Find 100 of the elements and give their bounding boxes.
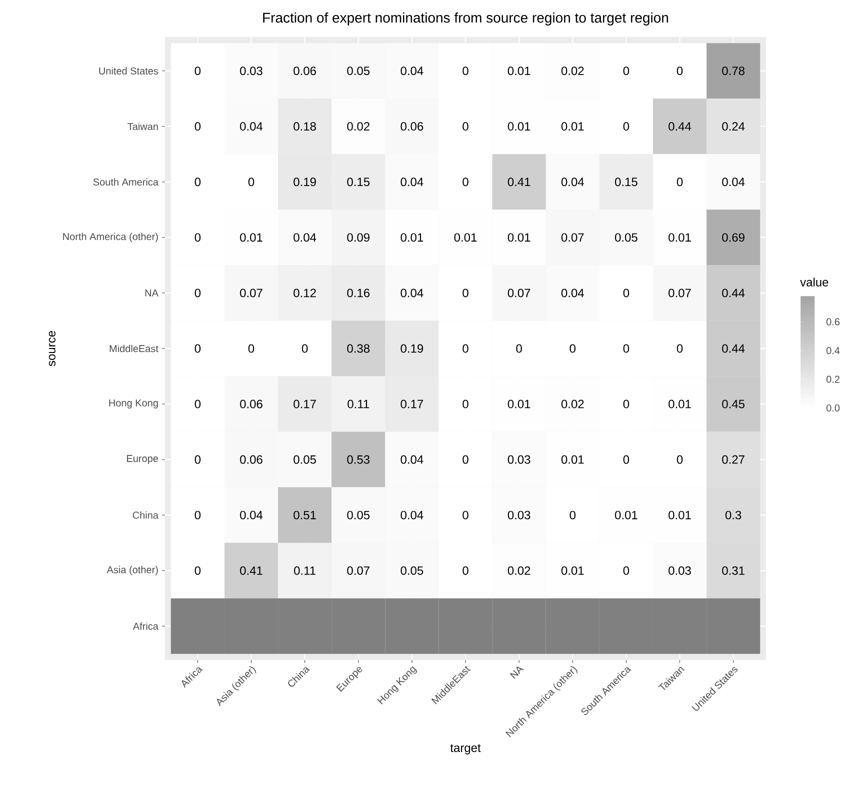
data-label: 0.12 [294,288,316,298]
data-label: 0 [194,400,201,408]
data-label: 0.06 [294,66,316,76]
data-label: 0 [623,400,630,408]
data-label: 0.04 [561,288,584,298]
data-label: 0 [623,566,630,575]
data-label: 0.06 [400,122,424,131]
data-label: 0.31 [722,566,744,575]
data-label: 0.07 [668,288,691,298]
data-label: 0.44 [722,288,745,298]
data-label: 0.3 [725,510,742,520]
data-label: 0 [462,66,468,76]
color-bar-label: 0.4 [826,347,840,354]
data-label: 0.04 [400,455,424,464]
data-label: 0.15 [347,178,370,186]
color-bar-label: 0.6 [826,318,840,326]
data-label: 0.04 [400,178,424,186]
data-label: 0 [676,455,683,464]
data-label: 0.01 [561,455,584,464]
y-tick-label: Asia (other) [106,566,158,576]
data-label: 0 [462,288,468,298]
x-tick-label: NA [510,666,524,679]
data-label: 0 [516,344,522,353]
data-label: 0 [623,288,630,298]
data-label: 0.05 [347,66,370,76]
data-label: 0.01 [508,122,530,131]
data-label: 0 [623,122,630,131]
color-bar-label: 0.0 [826,404,840,412]
data-label: 0.01 [561,122,584,131]
data-label: 0 [194,233,201,242]
data-label: 0.04 [294,233,316,242]
y-tick-label: NA [145,290,158,296]
data-label: 0.01 [454,233,477,242]
data-label: 0 [194,66,201,76]
data-label: 0.07 [347,566,370,575]
data-label: 0.01 [508,233,530,242]
data-label: 0 [462,566,468,575]
data-label: 0.05 [294,455,316,464]
data-label: 0.17 [294,400,316,408]
y-tick-label: China [132,511,158,519]
data-label: 0.04 [240,122,263,131]
data-label: 0.11 [294,566,316,575]
data-label: 0.09 [347,233,370,242]
data-label: 0 [462,344,468,353]
data-label: 0.03 [508,510,530,520]
data-label: 0 [623,455,630,464]
data-label: 0.38 [347,344,370,353]
data-label: 0 [194,178,201,186]
data-label: 0.01 [508,66,530,76]
data-label: 0.18 [294,122,316,131]
data-label: 0 [194,455,201,464]
data-label: 0 [676,178,683,186]
data-label: 0 [194,510,201,520]
y-tick-label: North America (other) [63,232,158,242]
data-label: 0.15 [614,178,638,186]
data-label: 0.03 [668,566,691,575]
chart-title: Fraction of expert nominations from source region to target region [263,12,668,26]
y-tick-label: Hong Kong [109,400,158,408]
data-label: 0.27 [722,455,744,464]
data-label: 0.16 [347,288,370,298]
data-label: 0.17 [400,400,424,408]
data-label: 0.05 [400,566,424,575]
y-tick-label: MiddleEast [110,344,158,352]
y-tick-label: United States [99,67,158,75]
data-label: 0 [194,344,201,353]
y-tick-label: Taiwan [128,122,158,130]
data-label: 0.07 [561,233,584,242]
data-label: 0.44 [668,122,692,131]
data-label: 0.06 [240,400,262,408]
data-label: 0.41 [508,178,530,186]
data-label: 0 [194,288,201,298]
data-label: 0 [302,344,308,353]
data-label: 0.02 [561,66,584,76]
data-label: 0.01 [668,510,691,520]
y-axis-title: source [48,331,56,366]
data-label: 0.07 [508,288,530,298]
data-label: 0 [194,566,201,575]
data-label: 0 [676,344,683,353]
data-label: 0.01 [614,510,638,520]
data-label: 0.02 [347,122,370,131]
data-label: 0.19 [294,178,316,186]
data-label: 0.04 [400,66,424,76]
data-label: 0.02 [561,400,584,408]
data-label: 0.06 [240,455,262,464]
data-label: 0.05 [614,233,638,242]
data-label: 0.04 [722,178,745,186]
data-label: 0.44 [722,344,745,353]
data-label: 0.02 [508,566,530,575]
data-label: 0 [462,510,468,520]
data-label: 0.04 [240,510,263,520]
data-label: 0.01 [240,233,262,242]
color-bar-label: 0.2 [826,376,840,383]
legend-title: value [800,278,828,286]
data-label: 0.04 [400,288,424,298]
data-label: 0.45 [722,400,744,408]
data-label: 0.19 [400,344,424,353]
data-label: 0 [570,344,576,353]
data-label: 0.51 [294,510,316,520]
data-label: 0.01 [668,233,691,242]
data-label: 0.78 [722,66,744,76]
